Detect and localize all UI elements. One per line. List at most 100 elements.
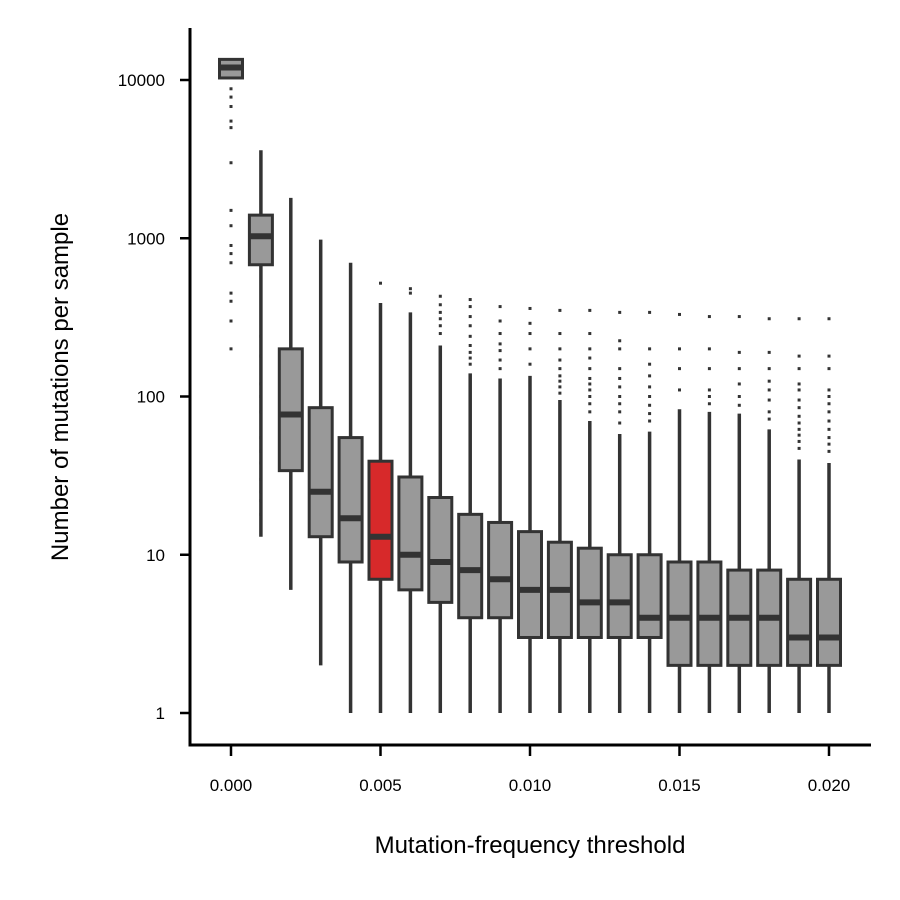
outlier-point [229, 252, 233, 256]
outlier-point [558, 379, 562, 383]
box [816, 577, 842, 667]
outlier-point [498, 358, 502, 362]
outlier-point [229, 243, 233, 247]
outlier-point [259, 461, 263, 465]
box-group [367, 281, 394, 713]
box-group [517, 306, 543, 713]
outlier-point [229, 291, 233, 295]
outlier-point [468, 350, 472, 354]
outlier-point [588, 367, 592, 371]
outlier-point [767, 350, 771, 354]
outlier-point [737, 350, 741, 354]
outlier-point [498, 367, 502, 371]
outlier-point [588, 382, 592, 386]
outlier-point [648, 395, 652, 398]
outlier-point [379, 281, 382, 285]
outlier-point [468, 305, 472, 309]
outlier-point [259, 490, 263, 494]
outlier-point [588, 308, 592, 312]
outlier-point [707, 367, 711, 371]
box-group [247, 150, 274, 537]
box [337, 436, 364, 564]
outlier-point [827, 419, 831, 423]
outlier-point [797, 398, 801, 402]
outlier-point [229, 95, 233, 99]
outlier-point [229, 126, 233, 130]
outlier-point [558, 391, 562, 395]
outlier-point [229, 119, 233, 123]
box [427, 496, 454, 604]
y-tick-label: 10 [146, 546, 165, 565]
outlier-point [558, 385, 562, 389]
box-group [307, 239, 334, 666]
outlier-point [678, 388, 681, 392]
outlier-point [438, 317, 442, 321]
box-group [726, 315, 753, 713]
outlier-point [618, 310, 622, 314]
outlier-point [767, 379, 771, 383]
outlier-point [707, 395, 711, 398]
outlier-point [408, 287, 412, 291]
box [666, 560, 693, 667]
outlier-point [588, 395, 592, 398]
outlier-point [259, 382, 263, 386]
outlier-point [588, 332, 592, 336]
outlier-point [588, 402, 592, 406]
outlier-point [678, 347, 681, 351]
outlier-point [468, 298, 472, 302]
outlier-point [797, 414, 801, 418]
outlier-point [648, 310, 652, 314]
outlier-point [229, 347, 233, 351]
outlier-point [678, 367, 681, 371]
x-tick-label: 0.010 [509, 776, 552, 795]
outlier-point [259, 395, 263, 398]
x-axis-label: Mutation-frequency threshold [375, 832, 686, 859]
box-group [636, 310, 663, 713]
outlier-point [528, 332, 532, 336]
outlier-point [588, 388, 592, 392]
outlier-point [707, 315, 711, 319]
outlier-point [827, 354, 831, 358]
y-axis-label: Number of mutations per sample [47, 213, 74, 561]
box-group [427, 294, 454, 713]
x-tick-label: 0.020 [808, 776, 851, 795]
outlier-point [648, 374, 652, 378]
outlier-point [797, 446, 801, 450]
box [786, 577, 813, 667]
outlier-point [827, 427, 831, 431]
outlier-point [827, 436, 831, 440]
outlier-point [229, 105, 233, 109]
x-axis-ticks: 0.000 0.005 0.010 0.015 0.020 [210, 745, 851, 795]
box [517, 530, 543, 639]
outlier-point [648, 403, 652, 407]
outlier-point [229, 161, 233, 165]
outlier-point [767, 398, 771, 402]
box [247, 213, 274, 267]
outlier-point [827, 449, 831, 453]
outlier-point [438, 294, 442, 298]
outlier-point [618, 385, 622, 389]
outlier-point [408, 291, 412, 295]
outlier-point [618, 395, 622, 398]
outlier-point [438, 310, 442, 314]
outlier-point [229, 87, 233, 91]
outlier-point [797, 427, 801, 431]
outlier-point [707, 388, 711, 392]
outlier-point [259, 477, 263, 481]
outlier-point [229, 208, 233, 212]
box-group [756, 317, 783, 713]
box [487, 520, 514, 620]
box-group [546, 308, 573, 713]
outlier-point [737, 367, 741, 371]
outlier-point [259, 436, 263, 440]
box [636, 553, 663, 639]
outlier-point [588, 347, 592, 351]
outlier-point [827, 388, 831, 392]
outlier-point [468, 315, 472, 319]
box-group [397, 287, 424, 713]
box-group [696, 315, 723, 713]
outlier-point [797, 367, 801, 371]
outlier-point [588, 356, 592, 360]
outlier-point [229, 261, 233, 265]
